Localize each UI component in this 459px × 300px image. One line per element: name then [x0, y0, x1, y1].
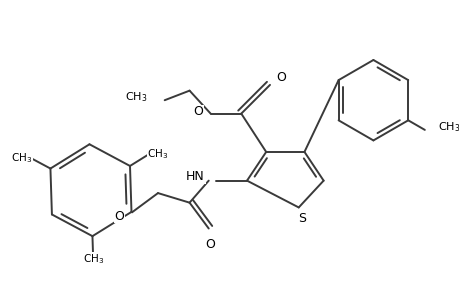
- Text: O: O: [275, 71, 285, 84]
- Text: O: O: [205, 238, 215, 251]
- Text: CH$_3$: CH$_3$: [125, 90, 147, 104]
- Text: CH$_3$: CH$_3$: [147, 147, 168, 161]
- Text: CH$_3$: CH$_3$: [83, 252, 104, 266]
- Text: O: O: [114, 210, 124, 223]
- Text: CH$_3$: CH$_3$: [437, 120, 459, 134]
- Text: CH$_3$: CH$_3$: [11, 151, 32, 165]
- Text: S: S: [298, 212, 306, 225]
- Text: O: O: [193, 105, 202, 118]
- Text: HN: HN: [186, 170, 204, 183]
